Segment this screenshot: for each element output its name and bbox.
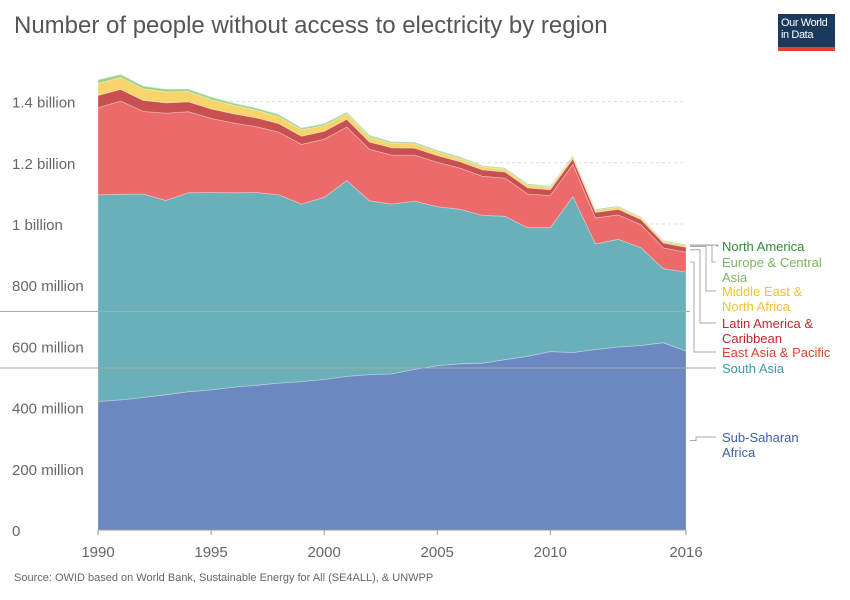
series-label-middle-east-and-north-africa[interactable]: Middle East & bbox=[722, 284, 803, 299]
y-tick-label: 1.4 billion bbox=[12, 95, 75, 112]
y-tick-label: 1 billion bbox=[12, 217, 63, 234]
x-axis-ticks: 1990 1995 2000 2005 2010 2016 bbox=[81, 530, 703, 561]
series-label-east-asia-and-pacific[interactable]: East Asia & Pacific bbox=[722, 345, 831, 360]
x-tick-label: 1995 bbox=[194, 544, 227, 561]
label-connector bbox=[690, 436, 716, 441]
x-tick-label: 2010 bbox=[534, 544, 567, 561]
series-label-latin-america-and-caribbean[interactable]: Caribbean bbox=[722, 331, 782, 346]
logo-text: Our World in Data bbox=[781, 17, 828, 41]
y-tick-label: 1.2 billion bbox=[12, 156, 75, 173]
label-connector bbox=[690, 249, 716, 324]
series-label-south-asia[interactable]: South Asia bbox=[722, 361, 785, 376]
series-label-middle-east-and-north-africa[interactable]: North Africa bbox=[722, 299, 791, 314]
area-series bbox=[97, 73, 687, 531]
series-label-europe-and-central-asia[interactable]: Asia bbox=[722, 270, 748, 285]
x-tick-label: 2000 bbox=[307, 544, 340, 561]
chart-title: Number of people without access to elect… bbox=[14, 12, 608, 39]
x-tick-label: 2005 bbox=[421, 544, 454, 561]
y-axis-ticks: 0 200 million 400 million 600 million 800 mi… bbox=[12, 95, 686, 540]
label-connector bbox=[690, 246, 716, 292]
series-label-north-america[interactable]: North America bbox=[722, 239, 805, 254]
label-connector bbox=[690, 244, 719, 247]
label-connector bbox=[0, 311, 716, 369]
source-note: Source: OWID based on World Bank, Sustai… bbox=[14, 572, 434, 584]
series-label-europe-and-central-asia[interactable]: Europe & Central bbox=[722, 255, 822, 270]
x-tick-label: 1990 bbox=[81, 544, 114, 561]
y-tick-label: 600 million bbox=[12, 339, 84, 356]
x-tick-label: 2016 bbox=[669, 544, 702, 561]
label-connector bbox=[690, 244, 716, 263]
series-label-latin-america-and-caribbean[interactable]: Latin America & bbox=[722, 316, 813, 331]
series-label-sub-saharan-africa[interactable]: Africa bbox=[722, 445, 756, 460]
y-tick-label: 200 million bbox=[12, 462, 84, 479]
y-tick-label: 0 bbox=[12, 523, 20, 540]
owid-logo[interactable]: Our World in Data bbox=[778, 14, 835, 51]
y-tick-label: 800 million bbox=[12, 278, 84, 295]
y-tick-label: 400 million bbox=[12, 401, 84, 418]
label-connector bbox=[690, 261, 716, 353]
series-label-sub-saharan-africa[interactable]: Sub-Saharan bbox=[722, 430, 799, 445]
area-north-america[interactable] bbox=[97, 73, 687, 246]
